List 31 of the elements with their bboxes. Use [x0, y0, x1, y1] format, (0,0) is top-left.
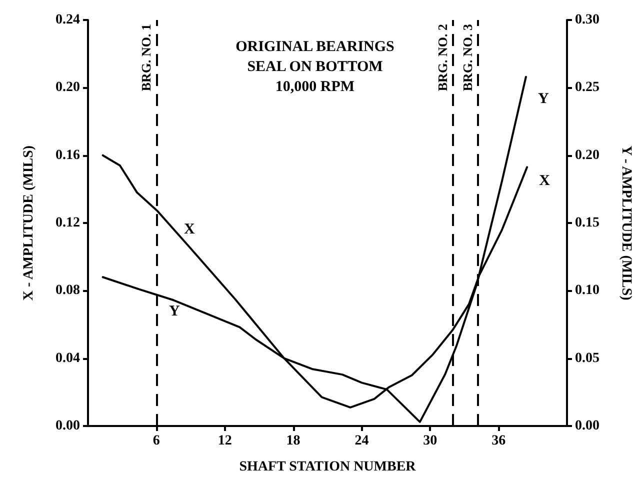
x-tick-label: 6 — [152, 434, 160, 448]
y-tick-label: 0.16 — [56, 148, 80, 163]
y2-tick-label: 0.20 — [575, 148, 600, 163]
x-tick-label: 12 — [218, 434, 232, 448]
ref-line-label: BRG. NO. 3 — [460, 24, 476, 92]
x-axis-title: SHAFT STATION NUMBER — [239, 460, 417, 474]
y2-tick-label: 0.25 — [575, 80, 600, 96]
x-tick-label: 36 — [492, 434, 506, 448]
ref-line-label: BRG. NO. 1 — [138, 24, 154, 92]
y-tick-label: 0.24 — [56, 12, 80, 28]
text: ORIGINAL BEARINGS SEAL ON BOTTOM 10,000 RPM — [236, 39, 394, 95]
x-tick-label: 18 — [286, 434, 300, 448]
x-tick-label: 24 — [354, 434, 369, 448]
y2-tick-label: 0.15 — [575, 216, 600, 230]
y2-tick-label: 0.05 — [575, 350, 600, 366]
y-tick-label: 0.20 — [56, 80, 80, 96]
y2-tick-label: 0.00 — [575, 418, 600, 434]
ref-line-label: BRG. NO. 2 — [434, 24, 450, 92]
annotation: Y — [169, 304, 180, 320]
y2-tick-label: 0.10 — [575, 283, 600, 298]
y2-tick-label: 0.30 — [575, 12, 600, 28]
y-tick-label: 0.00 — [56, 418, 80, 434]
y-tick-label: 0.12 — [56, 216, 80, 230]
y2-axis-title: Y - AMPLITUDE (MILS) — [618, 146, 634, 301]
y-tick-label: 0.08 — [56, 283, 80, 298]
series-label: X — [539, 173, 550, 190]
y-axis-title: X - AMPLITUDE (MILS) — [22, 145, 36, 301]
annotation: X — [184, 222, 195, 238]
x-tick-label: 30 — [423, 434, 438, 448]
y-tick-label: 0.04 — [56, 350, 80, 366]
series-label: Y — [538, 90, 549, 107]
